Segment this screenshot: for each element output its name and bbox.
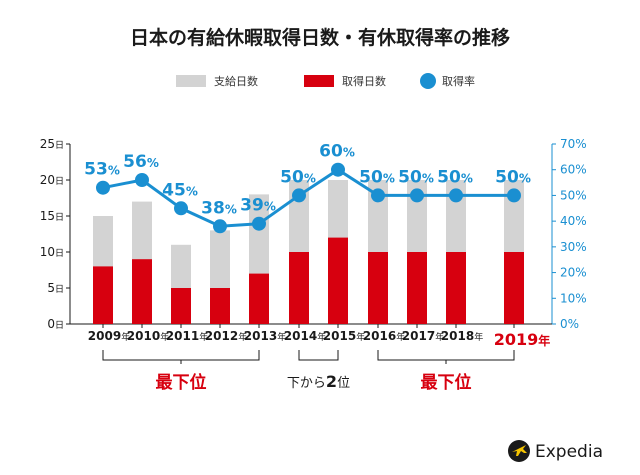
y-left-tick-label: 20日 (40, 173, 64, 187)
rate-label-2016: 50% (359, 167, 395, 187)
rate-point-2015 (331, 162, 345, 177)
bar-taken-2016 (368, 252, 388, 324)
rate-label-2014: 50% (280, 167, 316, 187)
x-tick-label: 2010年 (127, 329, 169, 343)
annotation-1: 最下位 (102, 350, 260, 393)
y-right-tick-label: 50% (560, 188, 587, 202)
legend-swatch (304, 75, 334, 87)
plane-glyph-icon (512, 445, 527, 456)
y-left-tick-label: 0日 (47, 317, 64, 331)
rate-point-2010 (135, 173, 149, 187)
y-left-tick-label: 15日 (40, 209, 64, 223)
legend-label: 取得日数 (342, 75, 386, 88)
x-tick-label: 2015年 (323, 329, 365, 343)
y-right-tick-label: 0% (560, 317, 579, 331)
rate-point-2009 (96, 180, 110, 195)
annotation-label: 最下位 (421, 372, 472, 393)
expedia-logo: Expedia (508, 440, 603, 462)
rate-point-2017 (410, 188, 424, 203)
annotation-3: 最下位 (377, 350, 515, 393)
bar-taken-2013 (249, 273, 269, 324)
rate-label-2018: 50% (437, 167, 473, 187)
y-right-tick-label: 70% (560, 137, 587, 151)
bar-taken-2014 (289, 252, 309, 324)
legend-label: 取得率 (442, 74, 475, 88)
rate-line (96, 162, 521, 234)
rate-label-2011: 45% (162, 180, 198, 200)
annotation-label: 下から2位 (287, 372, 350, 391)
rate-label-2017: 50% (398, 167, 434, 187)
annotation-bracket (298, 350, 339, 361)
bar-taken-2017 (407, 252, 427, 324)
legend-item-1: 支給日数 (176, 74, 258, 88)
x-tick-label: 2013年 (244, 329, 286, 343)
rate-point-2018 (449, 188, 463, 203)
rate-label-2015: 60% (319, 142, 355, 162)
x-tick-label: 2019年 (494, 330, 551, 349)
rate-point-2011 (174, 201, 188, 216)
rate-point-2019 (507, 188, 521, 203)
legend-item-3: 取得率 (420, 73, 475, 89)
y-left-tick-label: 5日 (47, 281, 64, 295)
y-right-tick-label: 10% (560, 291, 587, 305)
y-right-tick-label: 60% (560, 163, 587, 177)
rate-point-2016 (371, 188, 385, 203)
annotation-bracket (102, 350, 260, 361)
annotations: 最下位 下から2位 最下位 (102, 350, 515, 393)
rate-label-2009: 53% (84, 160, 120, 180)
legend-item-2: 取得日数 (304, 75, 386, 88)
chart-title: 日本の有給休暇取得日数・有休取得率の推移 (130, 26, 510, 49)
y-right-tick-label: 40% (560, 214, 587, 228)
x-tick-label: 2016年 (363, 329, 405, 343)
bar-taken-2015 (328, 237, 348, 324)
bar-taken-2009 (93, 266, 113, 324)
bars (93, 180, 524, 324)
x-tick-label: 2017年 (402, 329, 444, 343)
y-left-tick-label: 25日 (40, 137, 64, 151)
rate-label-2013: 39% (240, 196, 276, 216)
axes: 0日5日10日15日20日25日0%10%20%30%40%50%60%70%2… (40, 137, 587, 349)
rate-point-2013 (252, 216, 266, 231)
rate-label-2012: 38% (201, 198, 237, 218)
legend-label: 支給日数 (214, 74, 258, 88)
bar-taken-2018 (446, 252, 466, 324)
annotation-label: 最下位 (156, 372, 207, 393)
x-tick-label: 2018年 (441, 329, 483, 343)
legend-swatch (420, 73, 436, 89)
rate-label-2019: 50% (495, 167, 531, 187)
bar-taken-2012 (210, 288, 230, 324)
x-tick-label: 2012年 (205, 329, 247, 343)
legend-swatch (176, 75, 206, 87)
annotation-bracket (377, 350, 515, 361)
rate-labels: 53% 56%45%38% 39%50%60%50% 50% 50% 50% (84, 142, 531, 219)
x-tick-label: 2014年 (284, 329, 326, 343)
bar-taken-2011 (171, 288, 191, 324)
rate-label-2010: 56% (123, 152, 159, 172)
y-right-tick-label: 20% (560, 266, 587, 280)
rate-point-2014 (292, 188, 306, 203)
legend: 支給日数 取得日数 取得率 (176, 73, 475, 89)
rate-point-2012 (213, 219, 227, 234)
x-tick-label: 2009年 (88, 329, 130, 343)
brand-name: Expedia (535, 442, 603, 462)
bar-taken-2019 (504, 252, 524, 324)
y-right-tick-label: 30% (560, 240, 587, 254)
annotation-2: 下から2位 (287, 350, 350, 391)
bar-taken-2010 (132, 259, 152, 324)
x-tick-label: 2011年 (166, 329, 208, 343)
y-left-tick-label: 10日 (40, 245, 64, 259)
